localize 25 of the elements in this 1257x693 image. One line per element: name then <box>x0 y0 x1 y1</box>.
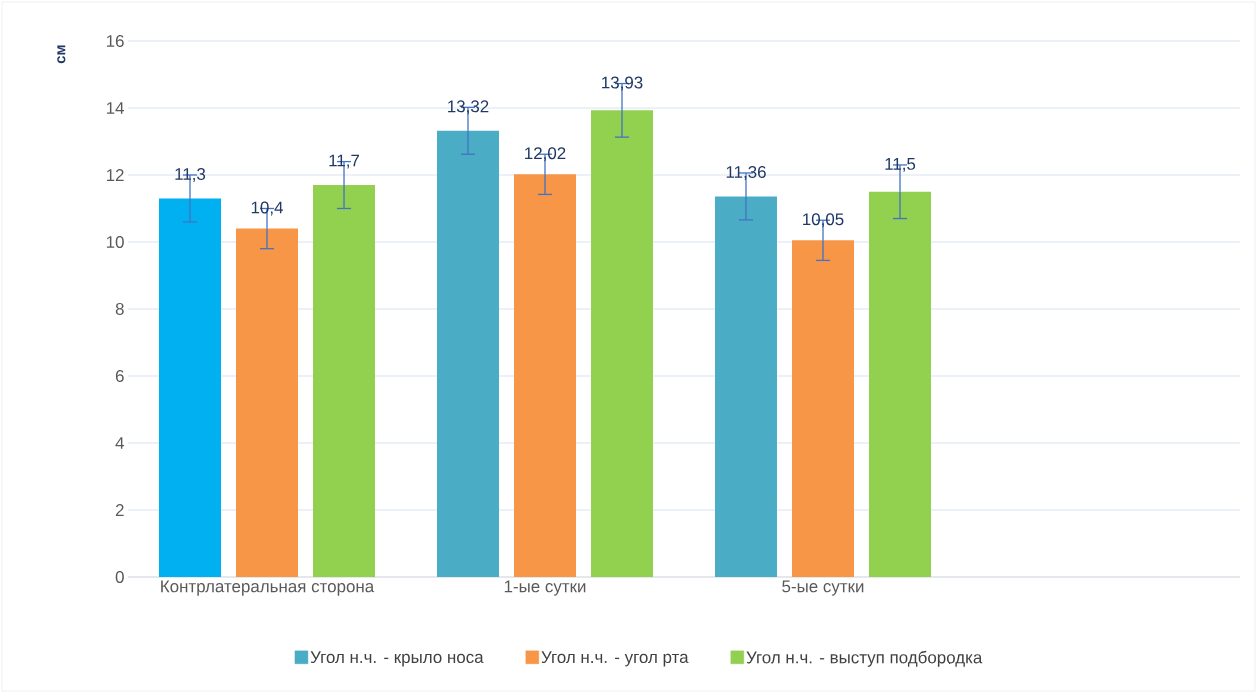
y-tick-label: 8 <box>115 302 124 315</box>
y-tick-label: 4 <box>115 437 124 449</box>
data-label: 11,5 <box>885 158 916 172</box>
legend-label: Угол н.ч. - крыло носа <box>310 651 484 667</box>
data-label: 13,32 <box>448 100 489 115</box>
y-tick-label: 14 <box>106 102 124 114</box>
x-tick-label: Контрлатеральная сторона <box>161 580 375 596</box>
data-label: 11,7 <box>329 154 360 169</box>
x-tick-label: 5-ые сутки <box>782 580 864 596</box>
legend-label: Угол н.ч. - выступ подбородка <box>746 650 983 667</box>
y-tick-label: 0 <box>115 570 124 583</box>
y-tick-label: 2 <box>115 504 124 516</box>
y-tick-label: 16 <box>106 34 124 47</box>
data-label: 13,93 <box>602 76 643 91</box>
legend-label: Угол н.ч. - угол рта <box>541 651 689 667</box>
y-tick-label: 10 <box>106 235 124 248</box>
y-tick-label: 6 <box>115 369 124 382</box>
data-label: 10,4 <box>251 201 283 216</box>
data-label: 10,05 <box>803 213 844 228</box>
data-label: 11,3 <box>175 167 206 182</box>
x-tick-label: 1-ые сутки <box>504 580 586 596</box>
y-tick-label: 12 <box>106 169 124 181</box>
y-axis-title: см <box>57 45 66 64</box>
data-label: 11,36 <box>726 165 766 180</box>
data-label: 12,02 <box>525 147 566 162</box>
